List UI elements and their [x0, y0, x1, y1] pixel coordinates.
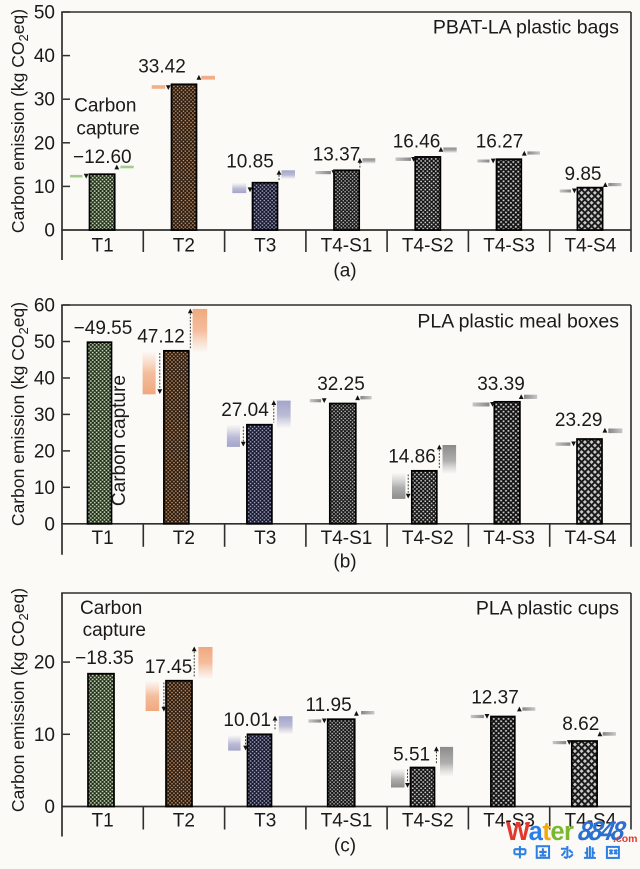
- svg-text:T3: T3: [254, 811, 276, 832]
- svg-text:14.86: 14.86: [388, 447, 436, 468]
- svg-text:27.04: 27.04: [221, 400, 269, 421]
- svg-text:PLA plastic meal boxes: PLA plastic meal boxes: [417, 311, 619, 333]
- svg-text:(b): (b): [333, 552, 356, 573]
- svg-text:16.46: 16.46: [393, 132, 441, 153]
- svg-text:T3: T3: [254, 528, 276, 549]
- svg-text:Carbon emission (kg CO2eq): Carbon emission (kg CO2eq): [8, 9, 31, 233]
- svg-text:23.29: 23.29: [555, 410, 603, 431]
- svg-text:Carbon emission (kg CO2eq): Carbon emission (kg CO2eq): [8, 302, 31, 526]
- svg-text:T4-S4: T4-S4: [565, 236, 617, 257]
- svg-text:10.01: 10.01: [223, 710, 271, 731]
- svg-text:10: 10: [34, 725, 55, 746]
- svg-text:33.39: 33.39: [477, 374, 525, 395]
- svg-text:T1: T1: [92, 811, 114, 832]
- svg-text:10.85: 10.85: [226, 151, 274, 172]
- svg-text:capture: capture: [76, 118, 139, 139]
- svg-text:.com: .com: [613, 833, 638, 845]
- svg-text:T2: T2: [173, 811, 195, 832]
- svg-text:50: 50: [34, 3, 55, 24]
- svg-text:T4-S3: T4-S3: [483, 528, 535, 549]
- svg-text:9.85: 9.85: [565, 164, 602, 185]
- svg-text:(a): (a): [333, 261, 356, 282]
- svg-text:20: 20: [34, 653, 55, 674]
- svg-text:33.42: 33.42: [138, 57, 186, 78]
- svg-text:T4-S2: T4-S2: [402, 528, 454, 549]
- svg-text:20: 20: [34, 133, 55, 154]
- svg-text:32.25: 32.25: [317, 374, 365, 395]
- svg-text:PBAT-LA plastic bags: PBAT-LA plastic bags: [433, 17, 619, 39]
- svg-text:T3: T3: [254, 236, 276, 257]
- svg-text:T4-S1: T4-S1: [321, 528, 373, 549]
- svg-text:−49.55: −49.55: [74, 318, 133, 339]
- svg-text:−12.60: −12.60: [73, 147, 132, 168]
- svg-text:T4-S3: T4-S3: [483, 811, 535, 832]
- svg-text:Carbon emission (kg CO2eq): Carbon emission (kg CO2eq): [8, 588, 31, 812]
- svg-text:Carbon capture: Carbon capture: [109, 375, 130, 506]
- svg-text:40: 40: [34, 369, 55, 390]
- svg-text:T4-S1: T4-S1: [321, 236, 373, 257]
- svg-text:0: 0: [44, 514, 55, 535]
- svg-text:10: 10: [34, 177, 55, 198]
- svg-text:50: 50: [34, 332, 55, 353]
- svg-text:capture: capture: [83, 620, 146, 641]
- svg-text:T1: T1: [92, 528, 114, 549]
- svg-text:20: 20: [34, 441, 55, 462]
- svg-text:T1: T1: [92, 236, 114, 257]
- svg-text:8.62: 8.62: [562, 714, 599, 735]
- svg-text:T2: T2: [173, 236, 195, 257]
- svg-text:−18.35: −18.35: [75, 648, 134, 669]
- svg-text:10: 10: [34, 478, 55, 499]
- svg-text:(c): (c): [334, 836, 356, 857]
- svg-text:40: 40: [34, 46, 55, 67]
- svg-text:30: 30: [34, 405, 55, 426]
- svg-text:60: 60: [34, 296, 55, 317]
- svg-text:Carbon: Carbon: [80, 598, 142, 619]
- svg-text:30: 30: [34, 90, 55, 111]
- svg-text:PLA plastic cups: PLA plastic cups: [476, 598, 619, 620]
- svg-text:T4-S1: T4-S1: [321, 811, 373, 832]
- svg-text:T4-S2: T4-S2: [402, 811, 454, 832]
- svg-text:17.45: 17.45: [145, 657, 193, 678]
- svg-text:13.37: 13.37: [313, 145, 361, 166]
- svg-text:Water: Water: [506, 818, 574, 846]
- svg-text:11.95: 11.95: [306, 695, 352, 716]
- svg-text:0: 0: [44, 797, 55, 818]
- svg-text:T2: T2: [173, 528, 195, 549]
- svg-text:12.37: 12.37: [471, 688, 519, 709]
- svg-text:47.12: 47.12: [137, 327, 185, 348]
- svg-text:T4-S4: T4-S4: [565, 528, 617, 549]
- svg-text:Carbon: Carbon: [74, 96, 136, 117]
- svg-text:T4-S3: T4-S3: [483, 236, 535, 257]
- svg-text:16.27: 16.27: [476, 132, 524, 153]
- svg-text:0: 0: [44, 221, 55, 242]
- svg-text:8848: 8848: [576, 817, 629, 846]
- svg-text:T4-S4: T4-S4: [565, 811, 617, 832]
- svg-text:5.51: 5.51: [393, 744, 430, 765]
- svg-text:T4-S2: T4-S2: [402, 236, 454, 257]
